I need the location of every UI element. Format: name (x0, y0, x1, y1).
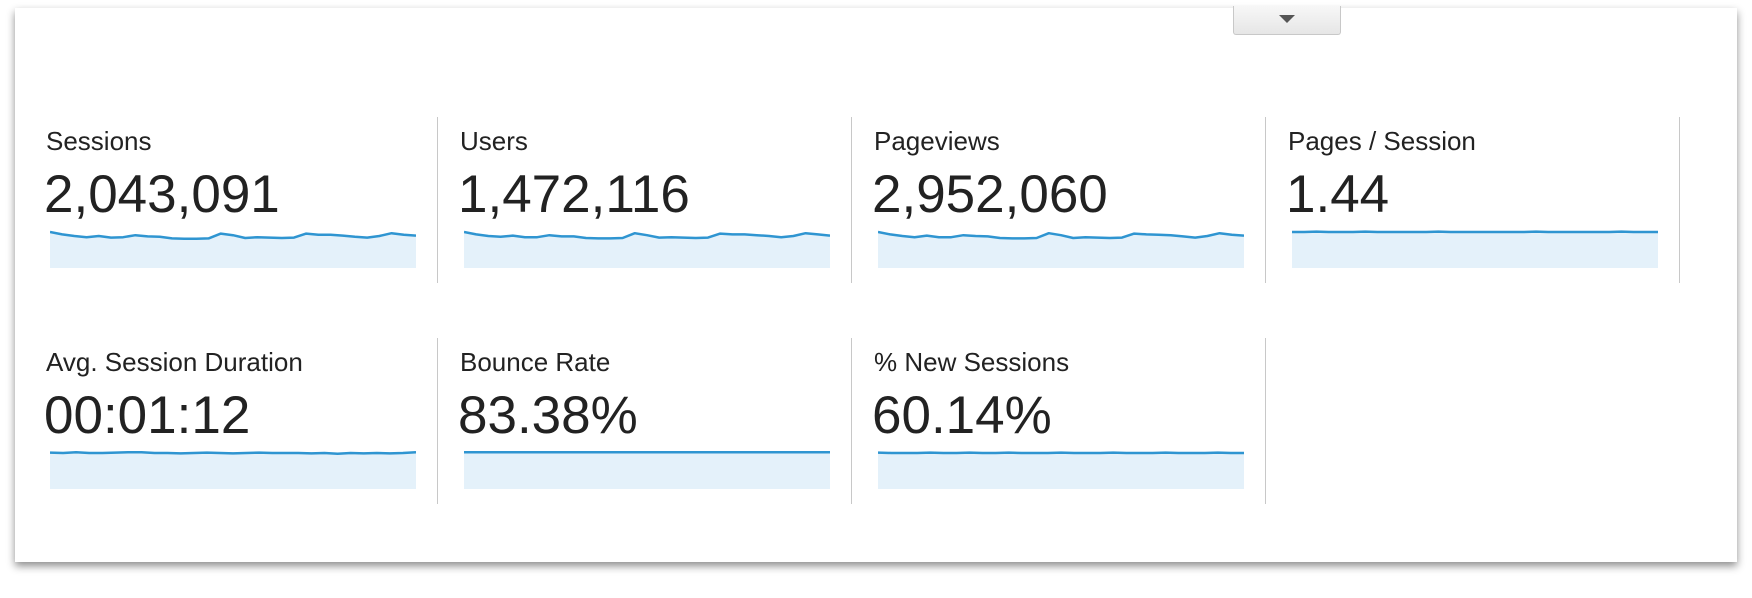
metric-label: % New Sessions (874, 347, 1070, 377)
divider (437, 338, 438, 504)
sparkline (50, 450, 416, 489)
sparkline-area (878, 452, 1244, 489)
metric-tile: Pageviews 2,952,060 (843, 126, 1258, 292)
sparkline (1292, 230, 1658, 268)
sparkline (464, 450, 830, 489)
metric-value: 83.38% (458, 386, 638, 445)
metric-value: 00:01:12 (44, 386, 251, 445)
sparkline-area (878, 232, 1244, 268)
metric-value: 1,472,116 (458, 165, 690, 224)
metric-tile: Avg. Session Duration 00:01:12 (15, 347, 430, 513)
sparkline-line (50, 230, 416, 241)
sparkline-line (464, 230, 830, 240)
metric-value: 1.44 (1286, 165, 1390, 224)
metric-value: 2,952,060 (872, 165, 1108, 224)
sparkline (464, 230, 830, 268)
sparkline (878, 230, 1244, 268)
divider (851, 338, 852, 504)
divider (1265, 338, 1266, 504)
sparkline-area (50, 452, 416, 489)
divider (437, 117, 438, 283)
sparkline (878, 451, 1244, 489)
sparkline-area (464, 232, 830, 268)
metric-label: Avg. Session Duration (46, 347, 303, 377)
metric-tile: Pages / Session 1.44 (1257, 126, 1672, 292)
divider (1265, 117, 1266, 283)
metric-tile: Users 1,472,116 (429, 126, 844, 292)
sparkline-area (1292, 231, 1658, 268)
metric-label: Users (460, 126, 528, 156)
divider (1679, 117, 1680, 283)
sparkline-line (878, 230, 1244, 240)
sparkline-area (50, 232, 416, 268)
metric-label: Bounce Rate (460, 347, 611, 377)
sparkline (50, 230, 416, 268)
metric-label: Pageviews (874, 126, 1000, 156)
dropdown-button[interactable] (1233, 6, 1341, 35)
metric-label: Sessions (46, 126, 152, 156)
divider (851, 117, 852, 283)
metric-tile: Sessions 2,043,091 (15, 126, 430, 292)
sparkline-line (50, 450, 416, 456)
metric-value: 60.14% (872, 386, 1052, 445)
sparkline-area (464, 452, 830, 489)
metric-label: Pages / Session (1288, 126, 1476, 156)
metric-tile: % New Sessions 60.14% (843, 347, 1258, 513)
metric-tile: Bounce Rate 83.38% (429, 347, 844, 513)
metric-value: 2,043,091 (44, 165, 280, 224)
